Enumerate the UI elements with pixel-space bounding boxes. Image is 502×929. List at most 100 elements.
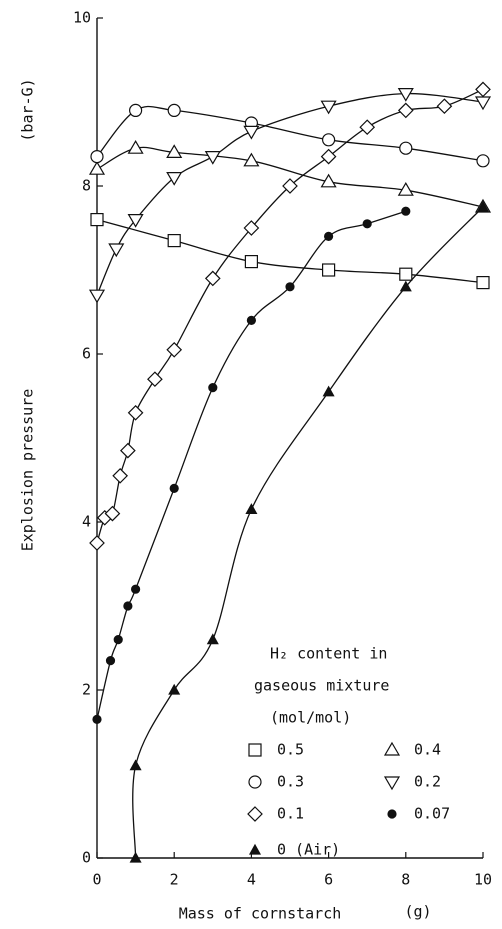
x-tick-label: 8 [401,871,410,889]
point [129,759,142,771]
legend-marker [248,743,262,757]
legend-marker [383,776,401,791]
point [246,315,256,325]
legend-label: 0.5 [277,741,304,759]
point [245,503,258,515]
point [92,714,102,725]
point [285,282,295,292]
y-tick-label: 8 [82,177,91,195]
x-tick-label: 2 [170,871,179,889]
point [166,144,183,158]
x-axis-label: Mass of cornstarch [179,905,342,923]
y-axis-label: Explosion pressure [19,389,37,552]
legend-label: 0.1 [277,805,304,823]
point [127,214,144,228]
legend-title: H₂ content in [270,645,387,663]
point [123,601,133,611]
legend-title: gaseous mixture [254,677,389,695]
point [208,383,218,393]
point [436,98,453,115]
point [476,200,490,212]
point [89,535,105,551]
point [104,505,121,522]
y-tick-label: 4 [82,513,91,531]
point [401,206,411,216]
point [169,483,179,493]
x-tick-label: 6 [324,871,333,889]
point [166,172,183,186]
point [108,243,125,258]
curve [96,146,484,208]
point [90,150,104,164]
point [399,267,413,281]
point [397,102,414,119]
curve [96,105,484,162]
point [206,633,219,645]
curve [132,206,484,859]
point [322,385,335,397]
legend-label: 0.2 [414,773,441,791]
legend-marker [387,809,397,819]
point [320,148,337,165]
y-tick-label: 0 [82,849,91,867]
point [244,255,258,269]
y-axis-unit: (bar-G) [19,78,37,141]
curve [96,88,484,544]
legend-label: 0.4 [414,741,441,759]
point [127,404,144,421]
point [320,173,337,188]
legend-label: 0.3 [277,773,304,791]
point [90,213,104,227]
point [129,851,142,863]
point [204,151,221,165]
y-tick-label: 10 [73,9,91,27]
point [243,125,260,140]
point [362,219,372,229]
point [322,133,336,147]
point [88,161,106,175]
point [476,276,490,290]
x-tick-label: 10 [474,871,492,889]
point [243,220,260,236]
point [88,289,106,304]
point [120,442,136,459]
curve [96,218,484,284]
point [166,341,183,358]
legend-title: (mol/mol) [270,709,351,727]
point [113,634,123,645]
point [105,655,116,666]
x-tick-label: 4 [247,871,256,889]
point [322,263,336,277]
point [127,140,144,154]
y-tick-label: 2 [82,681,91,699]
point [204,270,221,287]
point [399,280,412,292]
point [168,683,181,695]
point [320,100,337,115]
x-axis-unit: (g) [404,903,431,921]
point [282,178,298,194]
legend-marker [248,775,262,789]
point [147,371,163,388]
point [474,96,492,111]
point [167,234,181,248]
point [476,154,490,168]
legend-label: 0 (Air) [277,841,340,859]
point [112,467,129,484]
point [243,152,260,167]
legend-label: 0.07 [414,805,450,823]
point [324,231,334,241]
y-tick-label: 6 [82,345,91,363]
point [397,87,414,102]
point [359,119,376,136]
point [129,103,143,118]
point [397,182,414,196]
curve [96,210,407,720]
legend-marker [247,806,263,822]
point [399,141,413,155]
point [167,103,181,118]
legend-marker [248,843,262,855]
x-tick-label: 0 [92,871,101,889]
point [131,584,141,594]
